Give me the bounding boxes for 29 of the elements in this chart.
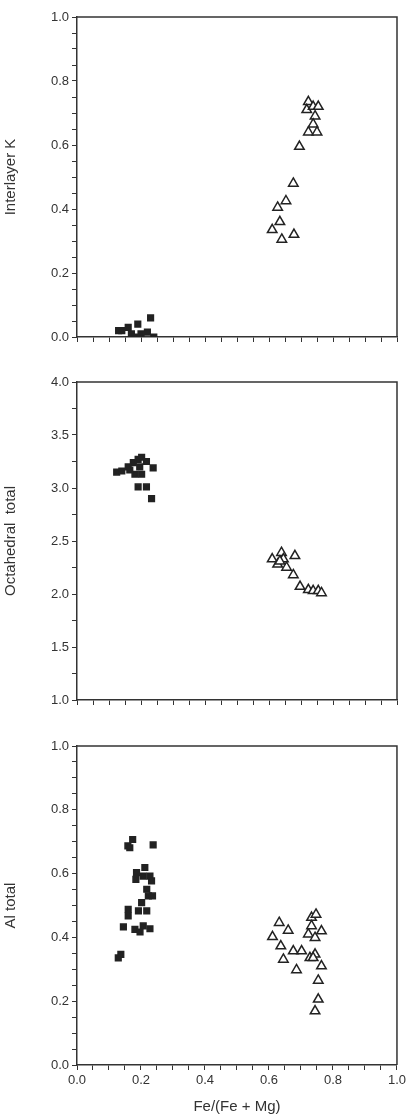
y-tick-label: 4.0 xyxy=(50,373,69,389)
x-axis-title: Fe/(Fe + Mg) xyxy=(193,1097,281,1115)
y-axis-title: Al total xyxy=(1,882,19,929)
y-tick-label: 0.6 xyxy=(50,136,69,152)
y-tick-label: 1.5 xyxy=(50,638,69,654)
x-tick-label: 0.2 xyxy=(131,1072,151,1088)
y-tick-label: 3.0 xyxy=(50,479,69,495)
y-tick-label: 0.6 xyxy=(50,865,69,881)
y-tick-label: 1.0 xyxy=(50,737,69,753)
y-tick-label: 0.2 xyxy=(50,992,69,1008)
y-tick-label: 0.0 xyxy=(50,1056,69,1072)
y-tick-label: 0.4 xyxy=(50,200,69,216)
y-tick-label: 1.0 xyxy=(50,691,69,707)
y-tick-label: 3.5 xyxy=(50,426,69,442)
x-tick-label: 1.0 xyxy=(387,1072,406,1088)
y-tick-label: 0.8 xyxy=(50,801,69,817)
x-tick-label: 0.6 xyxy=(259,1072,279,1088)
y-tick-label: 0.8 xyxy=(50,72,69,88)
y-axis-title: Octahedral total xyxy=(1,485,19,597)
y-tick-label: 0.4 xyxy=(50,928,69,944)
y-tick-label: 0.2 xyxy=(50,264,69,280)
y-tick-label: 2.5 xyxy=(50,532,69,548)
x-tick-label: 0.8 xyxy=(323,1072,343,1088)
x-tick-label: 0.0 xyxy=(67,1072,87,1088)
y-axis-title: Interlayer K xyxy=(1,138,19,216)
y-tick-label: 1.0 xyxy=(50,8,69,24)
y-tick-label: 2.0 xyxy=(50,585,69,601)
x-tick-label: 0.4 xyxy=(195,1072,215,1088)
y-tick-label: 0.0 xyxy=(50,328,69,344)
